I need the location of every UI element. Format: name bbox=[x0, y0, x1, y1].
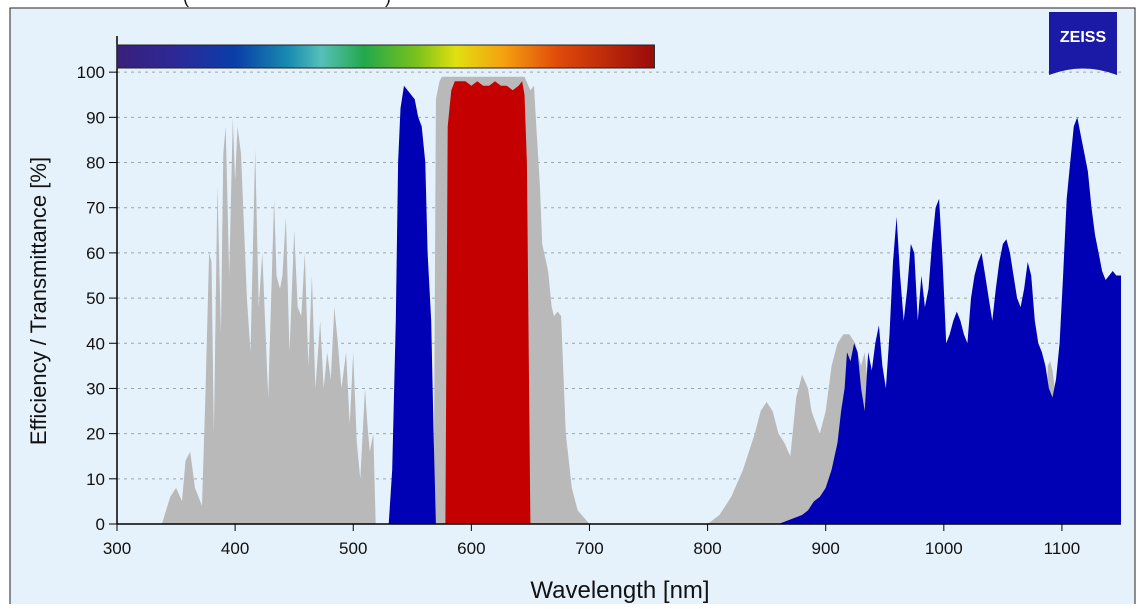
spectrum-color-bar bbox=[116, 44, 655, 69]
y-tick-label-20: 20 bbox=[86, 425, 105, 444]
y-tick-label-40: 40 bbox=[86, 334, 105, 353]
series-area-1 bbox=[388, 85, 460, 524]
y-tick-label-50: 50 bbox=[86, 289, 105, 308]
spectra-layer bbox=[161, 76, 1121, 525]
zeiss-logo-text: ZEISS bbox=[1060, 29, 1107, 46]
y-tick-label-70: 70 bbox=[86, 199, 105, 218]
zeiss-logo: ZEISS bbox=[1049, 12, 1117, 75]
series-area-2 bbox=[778, 117, 1121, 525]
x-tick-label-800: 800 bbox=[693, 539, 721, 558]
axes: 0 10 20 30 40 50 60 70 80 90 100 300 400 500 600 700 800… bbox=[77, 36, 1121, 558]
header-caption-close: ) bbox=[385, 0, 391, 7]
x-tick-label-700: 700 bbox=[575, 539, 603, 558]
x-tick-label-500: 500 bbox=[339, 539, 367, 558]
y-tick-label-100: 100 bbox=[77, 63, 105, 82]
y-tick-label-60: 60 bbox=[86, 244, 105, 263]
x-tick-label-600: 600 bbox=[457, 539, 485, 558]
header-caption-open: ( bbox=[183, 0, 189, 7]
x-tick-label-400: 400 bbox=[221, 539, 249, 558]
x-tick-label-300: 300 bbox=[103, 539, 131, 558]
x-axis-label: Wavelength [nm] bbox=[530, 577, 709, 604]
y-tick-label-30: 30 bbox=[86, 379, 105, 398]
y-tick-label-10: 10 bbox=[86, 470, 105, 489]
x-tick-label-1000: 1000 bbox=[925, 539, 963, 558]
y-tick-label-0: 0 bbox=[96, 515, 105, 534]
series-area-3 bbox=[445, 81, 531, 524]
x-tick-label-1100: 1100 bbox=[1044, 539, 1081, 558]
y-tick-label-80: 80 bbox=[86, 154, 105, 173]
x-tick-label-900: 900 bbox=[812, 539, 840, 558]
y-tick-label-90: 90 bbox=[86, 108, 105, 127]
y-axis-label: Efficiency / Transmittance [%] bbox=[26, 157, 51, 445]
